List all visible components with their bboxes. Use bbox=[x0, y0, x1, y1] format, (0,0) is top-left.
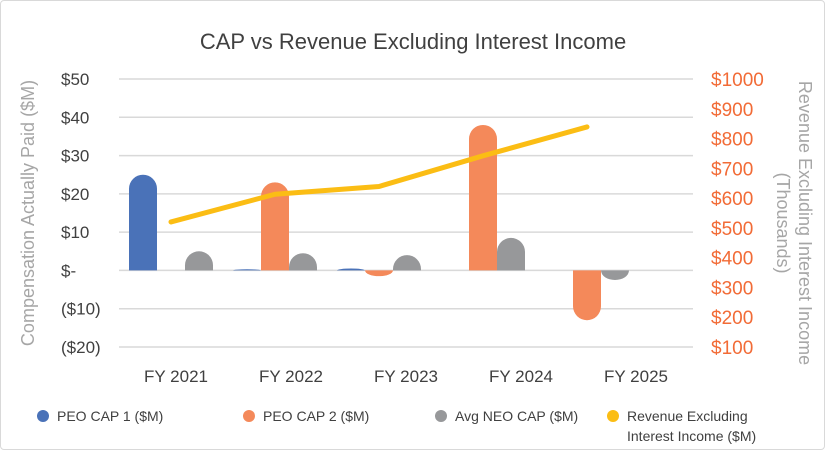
bar-peo-cap-1-m- bbox=[337, 268, 365, 271]
y2-tick-label: $1000 bbox=[711, 70, 764, 91]
y-tick-label: $30 bbox=[61, 147, 89, 166]
x-tick-label: FY 2021 bbox=[144, 367, 208, 386]
x-tick-label: FY 2024 bbox=[489, 367, 553, 386]
y2-tick-label: $800 bbox=[711, 130, 753, 151]
bar-peo-cap-2-m- bbox=[469, 124, 497, 271]
legend-label: Interest Income ($M) bbox=[627, 428, 756, 444]
y-tick-label: $50 bbox=[61, 70, 89, 89]
bar-peo-cap-1-m- bbox=[129, 174, 157, 271]
bar-peo-cap-1-m- bbox=[233, 269, 261, 271]
legend-label: Revenue Excluding bbox=[627, 408, 748, 424]
y2-tick-label: $300 bbox=[711, 278, 753, 299]
y2-axis-label-line1: Revenue Excluding Interest Income bbox=[795, 81, 815, 365]
y2-tick-label: $700 bbox=[711, 159, 753, 180]
bar-avg-neo-cap-m- bbox=[601, 270, 629, 280]
bar-peo-cap-2-m- bbox=[365, 270, 393, 277]
x-tick-label: FY 2022 bbox=[259, 367, 323, 386]
y-tick-label: $- bbox=[61, 261, 76, 280]
y-tick-label: $40 bbox=[61, 108, 89, 127]
bar-avg-neo-cap-m- bbox=[497, 237, 525, 271]
bar-peo-cap-2-m- bbox=[261, 182, 289, 271]
y-tick-label: ($10) bbox=[61, 300, 101, 319]
y-tick-label: $10 bbox=[61, 223, 89, 242]
bar-peo-cap-2-m- bbox=[573, 270, 601, 321]
y-axis-label: Compensation Actually Paid ($M) bbox=[18, 80, 38, 346]
legend-label: PEO CAP 2 ($M) bbox=[263, 408, 369, 424]
bar-avg-neo-cap-m- bbox=[289, 253, 317, 271]
y2-tick-label: $400 bbox=[711, 249, 753, 270]
y-tick-label: ($20) bbox=[61, 338, 101, 357]
y2-tick-label: $500 bbox=[711, 219, 753, 240]
y2-tick-label: $100 bbox=[711, 338, 753, 359]
y2-tick-label: $600 bbox=[711, 189, 753, 210]
y2-axis-label-line2: (Thousands) bbox=[773, 172, 793, 273]
x-tick-label: FY 2023 bbox=[374, 367, 438, 386]
x-tick-label: FY 2025 bbox=[604, 367, 668, 386]
legend-label: PEO CAP 1 ($M) bbox=[57, 408, 163, 424]
legend-marker bbox=[435, 410, 447, 422]
legend-marker bbox=[607, 410, 619, 422]
y-tick-label: $20 bbox=[61, 185, 89, 204]
legend-label: Avg NEO CAP ($M) bbox=[455, 408, 578, 424]
legend-marker bbox=[37, 410, 49, 422]
y2-tick-label: $200 bbox=[711, 308, 753, 329]
legend-marker bbox=[243, 410, 255, 422]
bar-avg-neo-cap-m- bbox=[393, 255, 421, 271]
revenue-line bbox=[168, 124, 590, 225]
y2-tick-label: $900 bbox=[711, 100, 753, 121]
bar-avg-neo-cap-m- bbox=[185, 251, 213, 271]
chart-title: CAP vs Revenue Excluding Interest Income bbox=[200, 29, 626, 54]
